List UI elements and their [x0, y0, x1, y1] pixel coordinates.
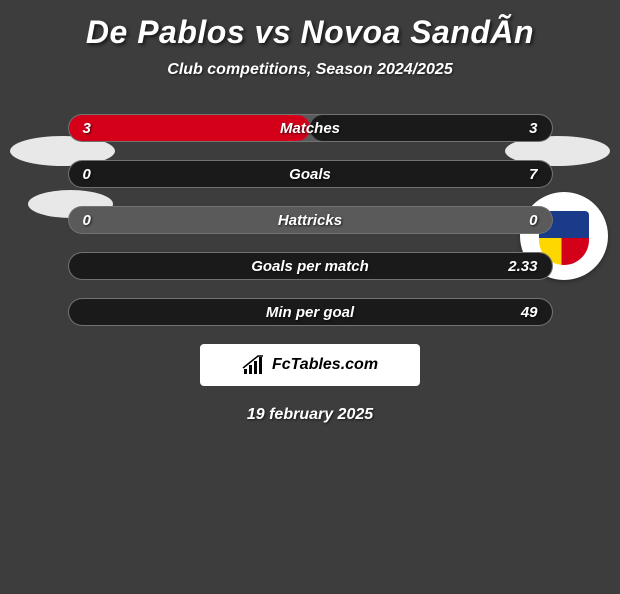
stat-label: Matches: [139, 120, 482, 137]
stat-value-right: 49: [482, 304, 552, 321]
stat-value-right: 2.33: [482, 258, 552, 275]
chart-icon: [242, 355, 266, 375]
stat-label: Min per goal: [139, 304, 482, 321]
stat-row: 0Goals7: [68, 160, 553, 188]
stat-row: Min per goal49: [68, 298, 553, 326]
stat-row: 0Hattricks0: [68, 206, 553, 234]
page-subtitle: Club competitions, Season 2024/2025: [0, 61, 620, 79]
stats-table: 3Matches30Goals70Hattricks0Goals per mat…: [68, 114, 553, 326]
stat-value-left: 3: [69, 120, 139, 137]
attribution-text: FcTables.com: [272, 356, 378, 374]
date-label: 19 february 2025: [0, 406, 620, 424]
stat-label: Goals per match: [139, 258, 482, 275]
page-title: De Pablos vs Novoa SandÃ­n: [0, 14, 620, 51]
stat-value-right: 3: [482, 120, 552, 137]
stat-value-right: 0: [482, 212, 552, 229]
stat-row: Goals per match2.33: [68, 252, 553, 280]
attribution-badge[interactable]: FcTables.com: [200, 344, 420, 386]
stat-label: Goals: [139, 166, 482, 183]
stat-value-right: 7: [482, 166, 552, 183]
stat-value-left: 0: [69, 212, 139, 229]
stat-row: 3Matches3: [68, 114, 553, 142]
stat-value-left: 0: [69, 166, 139, 183]
stat-label: Hattricks: [139, 212, 482, 229]
